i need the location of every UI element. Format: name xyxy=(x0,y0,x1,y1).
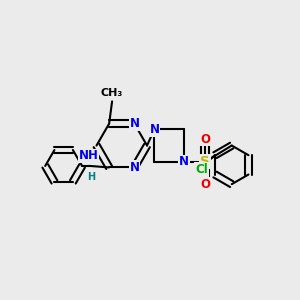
Text: N: N xyxy=(179,155,189,168)
Text: CH₃: CH₃ xyxy=(101,88,123,98)
Text: N: N xyxy=(129,117,140,130)
Text: O: O xyxy=(200,178,210,191)
Text: N: N xyxy=(149,123,160,136)
Text: N: N xyxy=(129,161,140,174)
Text: S: S xyxy=(200,155,210,168)
Text: O: O xyxy=(200,133,210,146)
Text: H: H xyxy=(87,172,95,182)
Text: Cl: Cl xyxy=(195,163,208,176)
Text: NH: NH xyxy=(78,149,98,162)
